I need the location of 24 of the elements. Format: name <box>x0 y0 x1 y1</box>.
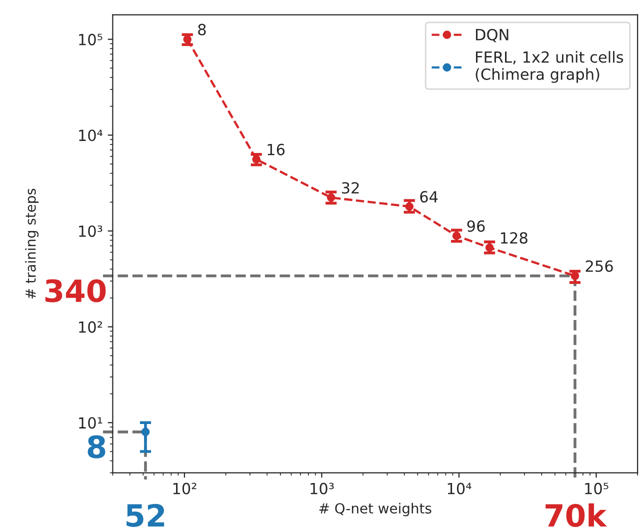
annotation: 128 <box>500 232 528 244</box>
annotation: 256 <box>586 260 613 272</box>
x-tick-label: 10³ <box>310 482 334 494</box>
y-axis-title: # training steps <box>25 188 39 299</box>
ref-line-label: 70k <box>546 503 607 527</box>
y-tick-label: 10² <box>79 321 102 333</box>
annotation: 64 <box>420 191 438 203</box>
annotation: 16 <box>268 144 285 156</box>
y-tick-label: 10³ <box>79 225 102 237</box>
y-tick-label: 10⁴ <box>79 130 102 142</box>
x-tick-label: 10² <box>173 482 196 494</box>
legend-label: FERL, 1x2 unit cells (Chimera graph) <box>476 51 624 83</box>
x-tick-label: 10⁴ <box>448 482 472 494</box>
ref-line-label: 52 <box>126 504 164 527</box>
y-tick-label: 10⁵ <box>79 34 102 46</box>
annotation: 8 <box>198 24 206 36</box>
annotation: 96 <box>467 220 485 232</box>
ref-line-label: 8 <box>88 435 106 458</box>
ref-line-label: 340 <box>45 279 106 302</box>
legend-label: DQN <box>476 28 508 42</box>
y-tick-label: 10¹ <box>79 417 102 429</box>
x-axis-title: # Q-net weights <box>319 502 432 516</box>
x-tick-label: 10⁵ <box>585 482 608 494</box>
annotation: 32 <box>342 182 359 194</box>
